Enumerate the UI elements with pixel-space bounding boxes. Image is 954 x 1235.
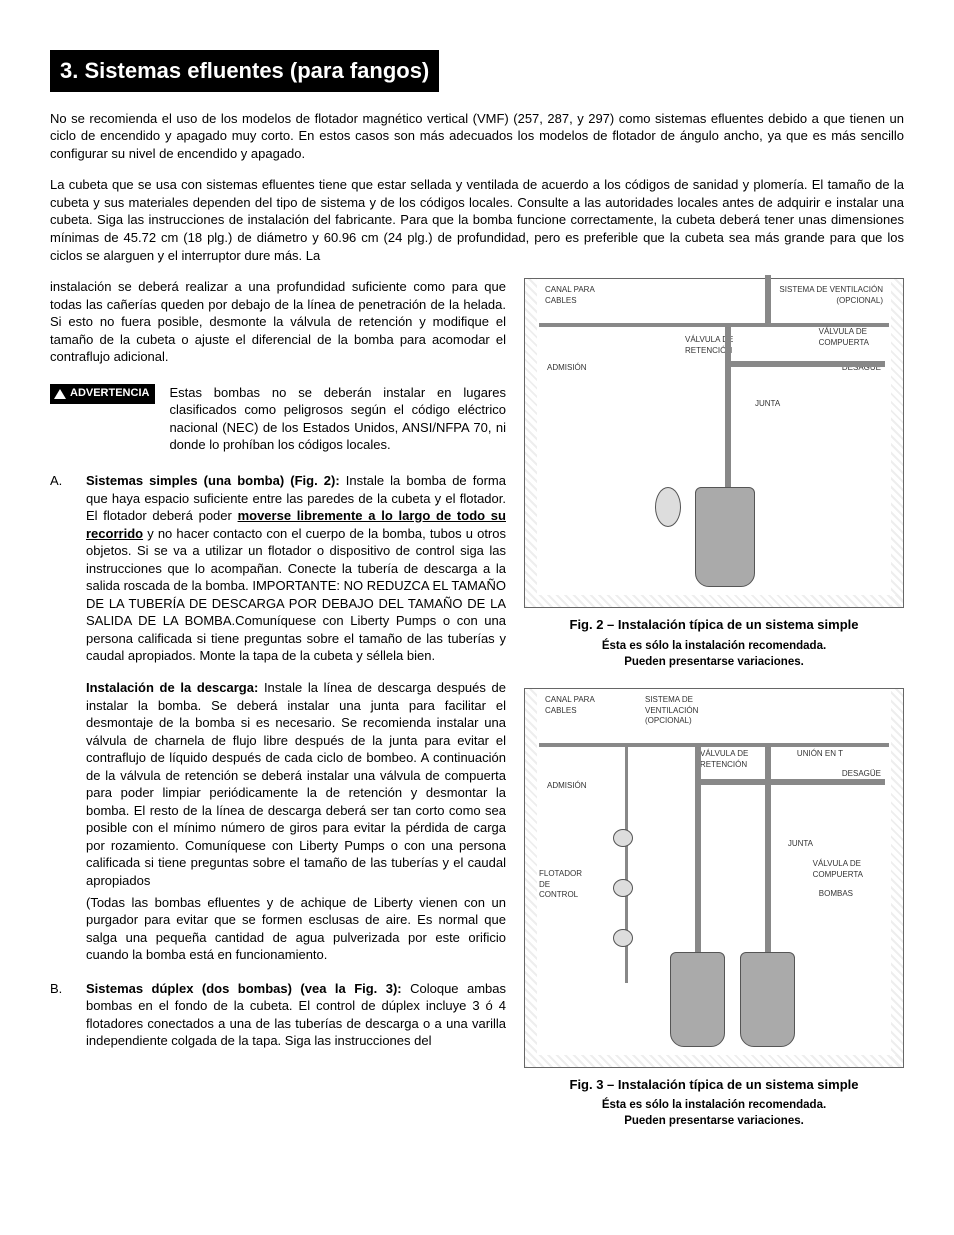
left-column: instalación se deberá realizar a una pro… (50, 278, 506, 1147)
right-column: CANAL PARA CABLES SISTEMA DE VENTILACIÓN… (524, 278, 904, 1147)
fig3-float1 (613, 829, 633, 847)
warning-block: ADVERTENCIA Estas bombas no se deberán i… (50, 384, 506, 454)
fig3-pipe2 (765, 743, 771, 973)
section-title: Sistemas efluentes (para fangos) (84, 58, 429, 83)
list-item-b: B. Sistemas dúplex (dos bombas) (vea la … (50, 980, 506, 1050)
warning-badge: ADVERTENCIA (50, 384, 155, 404)
fig2-label-gate: VÁLVULA DE COMPUERTA (819, 327, 869, 349)
fig3-lid (539, 743, 889, 747)
fig3-pump1 (670, 952, 725, 1047)
fig3-pump2 (740, 952, 795, 1047)
list-body: Sistemas dúplex (dos bombas) (vea la Fig… (86, 980, 506, 1050)
fig2-caption-title: Fig. 2 – Instalación típica de un sistem… (524, 616, 904, 634)
fig3-float3 (613, 929, 633, 947)
fig3-label-gate: VÁLVULA DE COMPUERTA (813, 859, 863, 881)
figure-3-caption: Fig. 3 – Instalación típica de un sistem… (524, 1076, 904, 1130)
wrap-continuation: instalación se deberá realizar a una pro… (50, 278, 506, 366)
figure-2-caption: Fig. 2 – Instalación típica de un sistem… (524, 616, 904, 670)
fig3-float-rod (625, 743, 628, 983)
warning-triangle-icon (54, 389, 66, 399)
fig2-float (655, 487, 681, 527)
discharge-lead: Instalación de la descarga: (86, 680, 258, 695)
warning-text: Estas bombas no se deberán instalar en l… (169, 384, 506, 454)
section-number: 3. (60, 58, 78, 83)
list-letter: A. (50, 472, 70, 964)
fig2-outlet-pipe (725, 361, 885, 367)
figure-3-diagram: CANAL PARA CABLES SISTEMA DE VENTILACIÓN… (524, 688, 904, 1068)
fig2-label-union: JUNTA (755, 399, 780, 410)
fig3-float2 (613, 879, 633, 897)
fig3-label-inlet: ADMISIÓN (547, 781, 587, 792)
section-header: 3. Sistemas efluentes (para fangos) (50, 50, 439, 92)
fig3-label-check: VÁLVULA DE RETENCIÓN (700, 749, 748, 771)
fig3-label-tee: UNIÓN EN T (797, 749, 843, 760)
fig2-caption-sub2: Pueden presentarse variaciones. (524, 654, 904, 670)
two-column-layout: instalación se deberá realizar a una pro… (50, 278, 904, 1147)
item-b-lead: Sistemas dúplex (dos bombas) (vea la Fig… (86, 981, 402, 996)
fig2-label-cable: CANAL PARA CABLES (545, 285, 595, 307)
discharge-body: Instale la línea de descarga después de … (86, 680, 506, 888)
figure-2-diagram: CANAL PARA CABLES SISTEMA DE VENTILACIÓN… (524, 278, 904, 608)
list-letter: B. (50, 980, 70, 1050)
list-item-a: A. Sistemas simples (una bomba) (Fig. 2)… (50, 472, 506, 964)
intro-paragraph: No se recomienda el uso de los modelos d… (50, 110, 904, 163)
fig3-caption-title: Fig. 3 – Instalación típica de un sistem… (524, 1076, 904, 1094)
fig3-outlet-pipe (695, 779, 885, 785)
discharge-paragraph: Instalación de la descarga: Instale la l… (86, 679, 506, 890)
fig3-caption-sub2: Pueden presentarse variaciones. (524, 1113, 904, 1129)
fig3-label-vent: SISTEMA DE VENTILACIÓN (OPCIONAL) (645, 695, 698, 727)
intro-paragraph: La cubeta que se usa con sistemas efluen… (50, 176, 904, 264)
fig2-pump (695, 487, 755, 587)
item-a-lead: Sistemas simples (una bomba) (Fig. 2): (86, 473, 340, 488)
fig2-label-inlet: ADMISIÓN (547, 363, 587, 374)
warning-badge-text: ADVERTENCIA (70, 386, 149, 401)
paren-note: (Todas las bombas efluentes y de achique… (86, 894, 506, 964)
fig3-caption-sub1: Ésta es sólo la instalación recomendada. (524, 1097, 904, 1113)
fig3-label-union: JUNTA (788, 839, 813, 850)
fig2-label-vent: SISTEMA DE VENTILACIÓN (OPCIONAL) (779, 285, 883, 307)
list-body: Sistemas simples (una bomba) (Fig. 2): I… (86, 472, 506, 964)
item-a-body-post: y no hacer contacto con el cuerpo de la … (86, 526, 506, 664)
fig3-pipe1 (695, 743, 701, 973)
fig3-label-floats: FLOTADOR DE CONTROL (539, 869, 582, 901)
fig3-label-pumps: BOMBAS (819, 889, 853, 900)
fig2-caption-sub1: Ésta es sólo la instalación recomendada. (524, 638, 904, 654)
fig3-label-cable: CANAL PARA CABLES (545, 695, 595, 717)
fig2-vent-pipe (765, 275, 771, 323)
